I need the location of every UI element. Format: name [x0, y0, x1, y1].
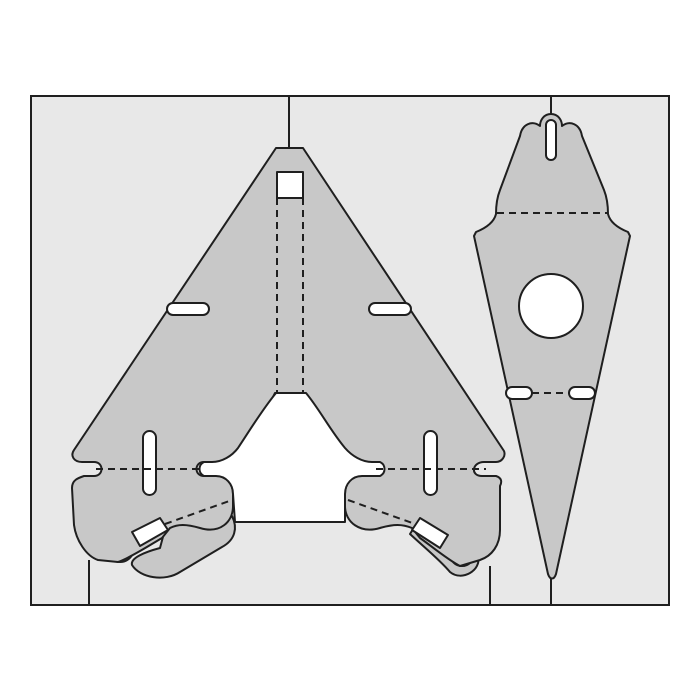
diamond-body — [473, 113, 631, 580]
diamond-circle-hole — [518, 273, 584, 339]
left-wing-flap — [130, 515, 236, 579]
top-square-window — [276, 171, 304, 199]
triangular-piece — [71, 147, 506, 579]
right-wing-notch — [411, 517, 449, 549]
diamond-slot-left — [505, 386, 533, 400]
slot-upper-left — [166, 302, 210, 316]
slot-lower-right — [423, 430, 438, 496]
diamond-piece — [473, 113, 631, 580]
sheet-cut-lines — [88, 96, 552, 605]
diamond-top-slot — [545, 119, 557, 161]
diamond-slot-right — [568, 386, 596, 400]
slot-upper-right — [368, 302, 412, 316]
left-wing-notch — [131, 517, 169, 547]
triangle-fold-lines — [96, 198, 486, 525]
slot-lower-left — [142, 430, 157, 496]
diamond-fold-lines — [497, 212, 608, 394]
